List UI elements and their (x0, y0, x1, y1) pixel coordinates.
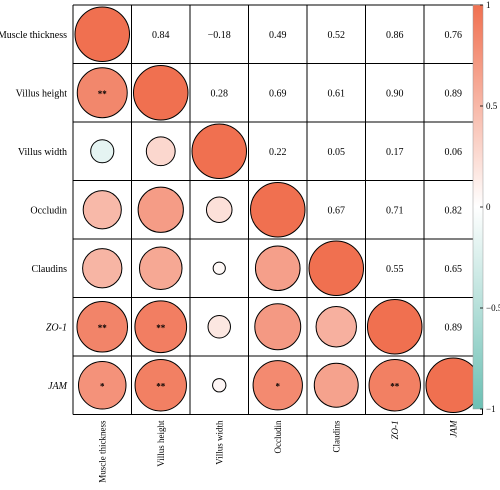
corr-circle (254, 245, 301, 292)
row-labels: Muscle thickness Villus height Villus widt… (0, 30, 68, 392)
corr-circle (145, 136, 176, 167)
colorbar: 1 0.5 0 −0.5 −1 (472, 0, 500, 414)
corr-value-label: 0.52 (328, 30, 346, 41)
colorbar-tick-label: 1 (486, 0, 491, 10)
significance-mark: ** (390, 381, 400, 391)
corr-value-label: 0.90 (386, 88, 404, 99)
column-label: Claudins (331, 420, 341, 452)
corr-circle (138, 246, 183, 291)
significance-mark: ** (156, 381, 166, 391)
row-label: ZO-1 (46, 322, 67, 333)
significance-mark: * (100, 381, 105, 391)
corr-value-label: 0.76 (445, 30, 463, 41)
corr-circle (252, 360, 303, 411)
corr-value-label: 0.61 (328, 88, 346, 99)
corr-value-label: 0.49 (269, 30, 287, 41)
corr-circle (82, 248, 123, 289)
corr-circle (308, 240, 364, 296)
corr-value-label: 0.71 (386, 205, 404, 216)
corr-circle (76, 67, 128, 119)
corr-circle (133, 65, 189, 121)
corr-value-label: 0.67 (328, 205, 346, 216)
matrix-grid (72, 4, 483, 415)
corr-circle (207, 315, 231, 339)
corr-value-label: 0.65 (445, 264, 463, 275)
column-label: Muscle thickness (97, 420, 107, 483)
corr-circle (315, 306, 357, 348)
row-label: Villus height (16, 88, 68, 99)
corr-circle (76, 300, 129, 353)
corr-circle (368, 359, 421, 412)
row-label: Occludin (30, 205, 67, 216)
column-label: Villus width (214, 420, 224, 465)
column-label: Occludin (273, 420, 283, 453)
significance-mark: * (276, 381, 281, 391)
significance-mark: ** (98, 89, 108, 99)
corr-value-label: 0.86 (386, 30, 404, 41)
corr-circle (82, 190, 122, 230)
colorbar-tick-label: 0 (486, 202, 491, 212)
corr-value-label: 0.22 (269, 147, 287, 158)
significance-mark: ** (98, 323, 108, 333)
corr-circle (191, 123, 247, 179)
corr-value-label: 0.89 (445, 88, 463, 99)
row-label: Muscle thickness (0, 30, 67, 41)
corr-circle (212, 378, 227, 393)
corr-circle (250, 182, 306, 238)
corr-value-label: 0.28 (211, 88, 229, 99)
significance-mark: ** (156, 323, 166, 333)
corr-circle (77, 360, 127, 410)
corr-value-label: 0.69 (269, 88, 287, 99)
corr-value-label: 0.82 (445, 205, 463, 216)
corr-circle (254, 303, 302, 351)
column-label: ZO-1 (390, 421, 400, 440)
row-label: JAM (48, 381, 68, 392)
corr-circle (425, 357, 481, 413)
colorbar-tick-label: −0.5 (486, 303, 500, 313)
corr-circle (74, 6, 130, 62)
column-label: JAM (448, 420, 458, 437)
corr-circle (367, 299, 423, 355)
corr-value-label: 0.17 (386, 147, 404, 158)
corr-value-label: 0.05 (328, 147, 346, 158)
corr-circle (313, 362, 359, 408)
corr-circle (205, 196, 233, 224)
corr-circle (134, 300, 188, 354)
corr-value-label: 0.84 (152, 30, 170, 41)
row-label: Claudins (31, 264, 67, 275)
colorbar-tick-label: −1 (486, 404, 496, 414)
column-labels: Muscle thickness Villus height Villus widt… (97, 420, 458, 483)
corr-circle (134, 359, 187, 412)
corr-value-label: 0.06 (445, 147, 463, 158)
row-label: Villus width (18, 147, 67, 158)
corr-circle (137, 186, 184, 233)
colorbar-tick-label: 0.5 (486, 101, 498, 111)
corr-value-label: −0.18 (208, 30, 231, 41)
corr-circle (212, 261, 226, 275)
corr-value-label: 0.89 (445, 322, 463, 333)
column-label: Villus height (156, 420, 166, 467)
matrix-cells: 0.84 −0.18 0.49 0.52 0.86 0.76** 0.28 0.69 0.61 0… (74, 6, 481, 413)
corr-circle (90, 139, 115, 164)
corr-value-label: 0.55 (386, 264, 404, 275)
